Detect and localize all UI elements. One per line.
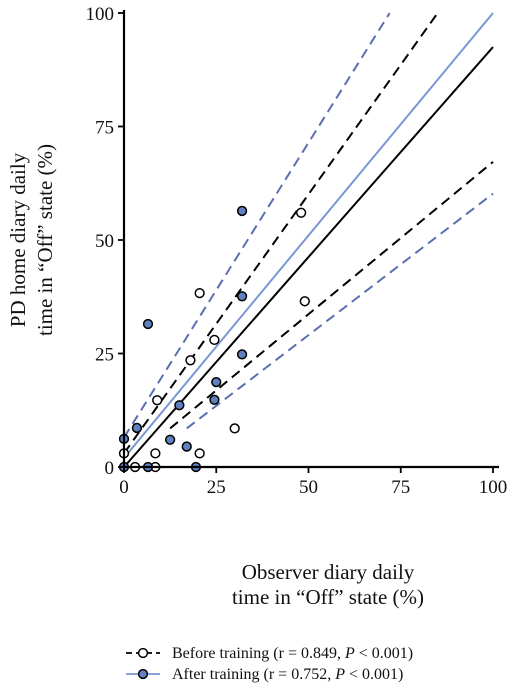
x-axis-title-line-1: Observer diary daily bbox=[242, 560, 415, 584]
legend-after-prefix: After training (r = 0.752, bbox=[172, 666, 335, 683]
point-before-training bbox=[299, 296, 310, 307]
fit-line-after bbox=[123, 12, 494, 459]
legend-before-p: P bbox=[344, 645, 355, 662]
point-after-training bbox=[131, 422, 143, 434]
legend-before-suffix: < 0.001) bbox=[355, 645, 413, 662]
ci-lower-after bbox=[186, 192, 494, 430]
point-before-training bbox=[152, 395, 163, 406]
legend-marker-after bbox=[137, 668, 149, 680]
ci-lower-before bbox=[169, 161, 494, 430]
point-after-training bbox=[142, 318, 154, 330]
y-axis-title-line-1: PD home diary daily bbox=[6, 152, 30, 327]
point-before-training bbox=[229, 423, 240, 434]
point-after-training bbox=[174, 400, 185, 411]
point-after-training bbox=[236, 349, 248, 360]
x-tick-label: 50 bbox=[299, 477, 318, 498]
axes bbox=[118, 10, 499, 473]
legend-item-after: After training (r = 0.752, P < 0.001) bbox=[126, 666, 403, 683]
y-tick-label: 0 bbox=[105, 458, 115, 479]
regression-lines bbox=[123, 12, 494, 468]
x-tick-label: 100 bbox=[479, 477, 508, 498]
point-before-training bbox=[194, 448, 205, 459]
x-tick-label: 25 bbox=[207, 477, 226, 498]
legend-label-before: Before training (r = 0.849, P < 0.001) bbox=[172, 645, 413, 662]
point-before-training bbox=[194, 287, 205, 299]
x-axis-title-line-2: time in “Off” state (%) bbox=[232, 585, 424, 609]
legend-after-p: P bbox=[334, 666, 345, 683]
point-before-training bbox=[185, 355, 196, 366]
tick-labels: 0 25 50 75 100 0 25 50 75 100 bbox=[86, 4, 508, 498]
point-before-training bbox=[295, 207, 307, 218]
point-after-training bbox=[236, 205, 248, 217]
legend-after-suffix: < 0.001) bbox=[345, 666, 403, 683]
y-tick-label: 100 bbox=[86, 4, 115, 25]
legend-label-after: After training (r = 0.752, P < 0.001) bbox=[172, 666, 403, 683]
legend-marker-before bbox=[137, 647, 149, 659]
point-after-training bbox=[236, 291, 248, 302]
ci-upper-before bbox=[123, 12, 439, 454]
y-tick-label: 25 bbox=[95, 345, 114, 366]
ci-upper-after bbox=[123, 12, 391, 439]
legend-before-prefix: Before training (r = 0.849, bbox=[172, 645, 345, 662]
fit-line-before bbox=[123, 46, 494, 468]
x-tick-label: 0 bbox=[119, 477, 129, 498]
legend-item-before: Before training (r = 0.849, P < 0.001) bbox=[126, 645, 413, 662]
point-before-training bbox=[150, 448, 161, 459]
y-axis-title-line-2: time in “Off” state (%) bbox=[33, 144, 57, 336]
point-after-training bbox=[181, 441, 192, 452]
y-tick-label: 75 bbox=[95, 118, 114, 139]
point-after-training bbox=[164, 434, 176, 445]
point-after-training bbox=[209, 394, 220, 405]
point-before-training bbox=[209, 334, 220, 346]
data-points bbox=[118, 205, 310, 473]
point-after-training bbox=[211, 376, 222, 388]
y-tick-label: 50 bbox=[95, 231, 114, 252]
x-tick-label: 75 bbox=[391, 477, 410, 498]
legend: Before training (r = 0.849, P < 0.001) A… bbox=[126, 645, 413, 683]
